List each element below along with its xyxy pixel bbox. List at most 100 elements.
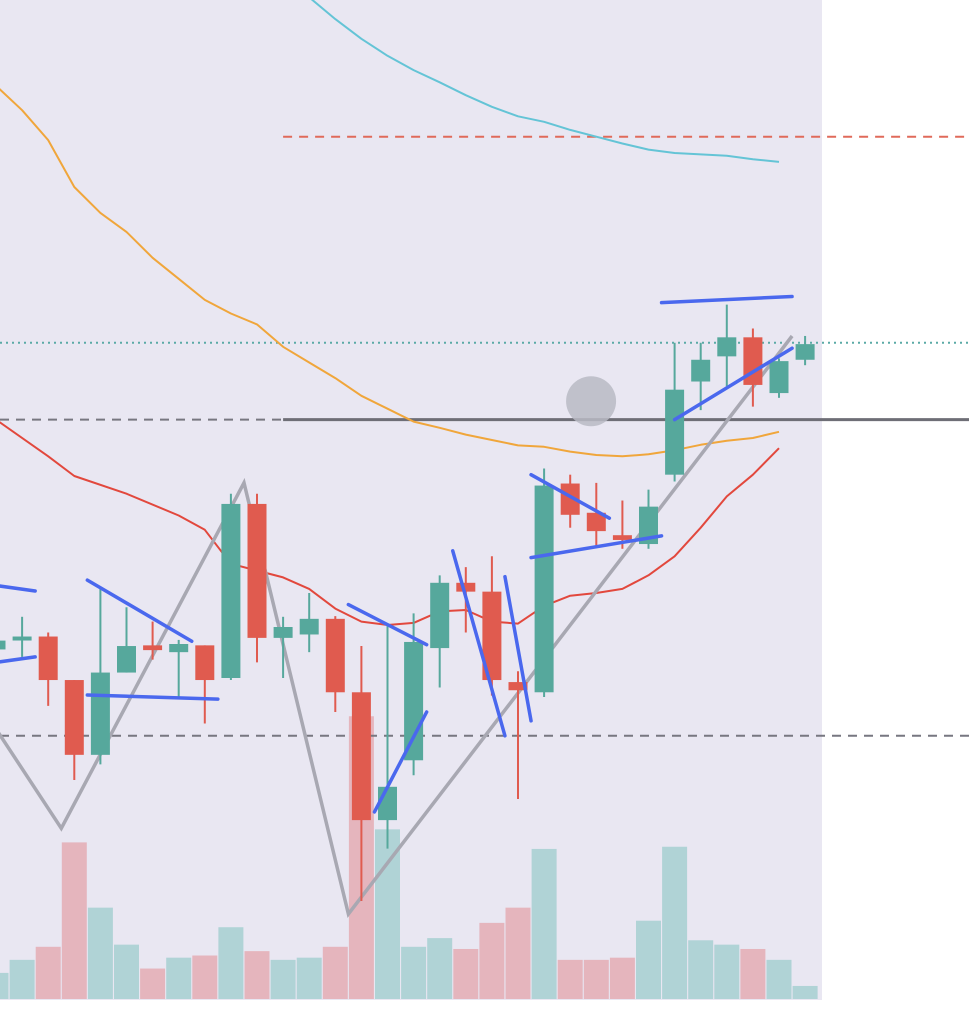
candle	[717, 304, 737, 387]
volume-bar	[609, 957, 635, 999]
candle-body	[143, 645, 163, 651]
candles	[0, 304, 815, 902]
zigzag-line	[0, 334, 794, 918]
volume-bar	[35, 946, 61, 999]
candle	[38, 632, 58, 706]
candle-body	[430, 582, 450, 649]
volume-bar	[140, 968, 166, 999]
candle-body	[351, 692, 371, 821]
candle	[169, 639, 189, 698]
candle-body	[769, 361, 789, 394]
volume-bar	[531, 848, 557, 999]
candle	[769, 358, 789, 398]
candle-body	[299, 618, 319, 635]
candle	[560, 474, 580, 528]
candle	[795, 335, 815, 366]
volume-bar	[688, 940, 714, 999]
candle-body	[169, 644, 189, 653]
candle	[247, 493, 267, 663]
volume-bar	[401, 946, 427, 999]
candle-body	[404, 641, 424, 761]
volume-bar	[583, 959, 609, 999]
trend-line	[451, 549, 507, 738]
marker-group	[566, 376, 617, 427]
volume-bar	[740, 948, 766, 999]
candle-body	[247, 503, 267, 638]
candle-body	[0, 640, 6, 650]
trend-line	[85, 578, 194, 644]
marker-circle	[566, 376, 617, 427]
plot-area	[0, 0, 822, 1000]
candle	[299, 593, 319, 653]
candle-body	[691, 359, 711, 382]
moving-average-line	[310, 0, 780, 163]
candle	[430, 575, 450, 688]
volume-bar	[427, 938, 453, 999]
volume-bar	[270, 959, 296, 999]
candle-body	[195, 645, 215, 681]
volume-bar	[296, 957, 322, 999]
candle	[325, 616, 345, 712]
volume-bar	[218, 927, 244, 999]
volume-bar	[453, 948, 479, 999]
volume-bar	[792, 985, 818, 999]
candle	[273, 616, 293, 678]
volume-bar	[192, 955, 218, 999]
candle-body	[38, 636, 58, 681]
candle	[90, 586, 110, 765]
candle-body	[482, 591, 502, 681]
candle	[665, 342, 685, 482]
volume-bar	[244, 951, 270, 999]
candle-body	[117, 646, 136, 673]
volume-bar	[766, 959, 792, 999]
candle-body	[221, 503, 241, 678]
candle	[64, 680, 84, 780]
candle	[482, 556, 502, 696]
trend-line	[529, 472, 612, 520]
volume-bar	[662, 846, 688, 999]
trend-line	[0, 584, 37, 593]
candle-body	[64, 680, 84, 755]
volume-bar	[114, 944, 139, 999]
volume-bar	[0, 972, 9, 999]
volume-bar	[557, 959, 583, 999]
candle-body	[508, 682, 528, 691]
candle-body	[665, 389, 685, 475]
candle-body	[12, 636, 32, 641]
volume-bar	[505, 907, 531, 999]
candle-body	[639, 506, 658, 545]
volume-bar	[636, 920, 661, 999]
trend-line	[346, 602, 429, 647]
trend-line	[85, 693, 220, 701]
volume-bar	[9, 959, 35, 999]
volume-bar	[166, 957, 192, 999]
candle-body	[534, 485, 554, 693]
trend-line	[672, 346, 794, 422]
candle-body	[456, 582, 476, 592]
zigzag-pattern	[0, 334, 794, 918]
trend-line	[659, 294, 794, 305]
candle-body	[586, 512, 606, 532]
volume-bar	[714, 944, 740, 999]
candle-body	[560, 483, 580, 515]
trend-line	[529, 534, 664, 560]
volume-bar	[375, 829, 400, 999]
candle-body	[325, 618, 345, 693]
candle	[351, 646, 371, 902]
candle	[534, 468, 554, 698]
volume-bar	[322, 946, 348, 999]
volume-bar	[479, 922, 505, 999]
candle	[508, 671, 528, 800]
candle-body	[90, 672, 110, 755]
candle	[12, 616, 32, 657]
trend-line	[503, 574, 533, 723]
candle	[0, 640, 6, 650]
volume-bar	[87, 907, 113, 999]
trend-line	[0, 655, 37, 664]
candle-body	[612, 535, 632, 540]
trend-line	[372, 710, 429, 814]
volume-bar	[61, 842, 87, 999]
candle	[117, 607, 136, 673]
